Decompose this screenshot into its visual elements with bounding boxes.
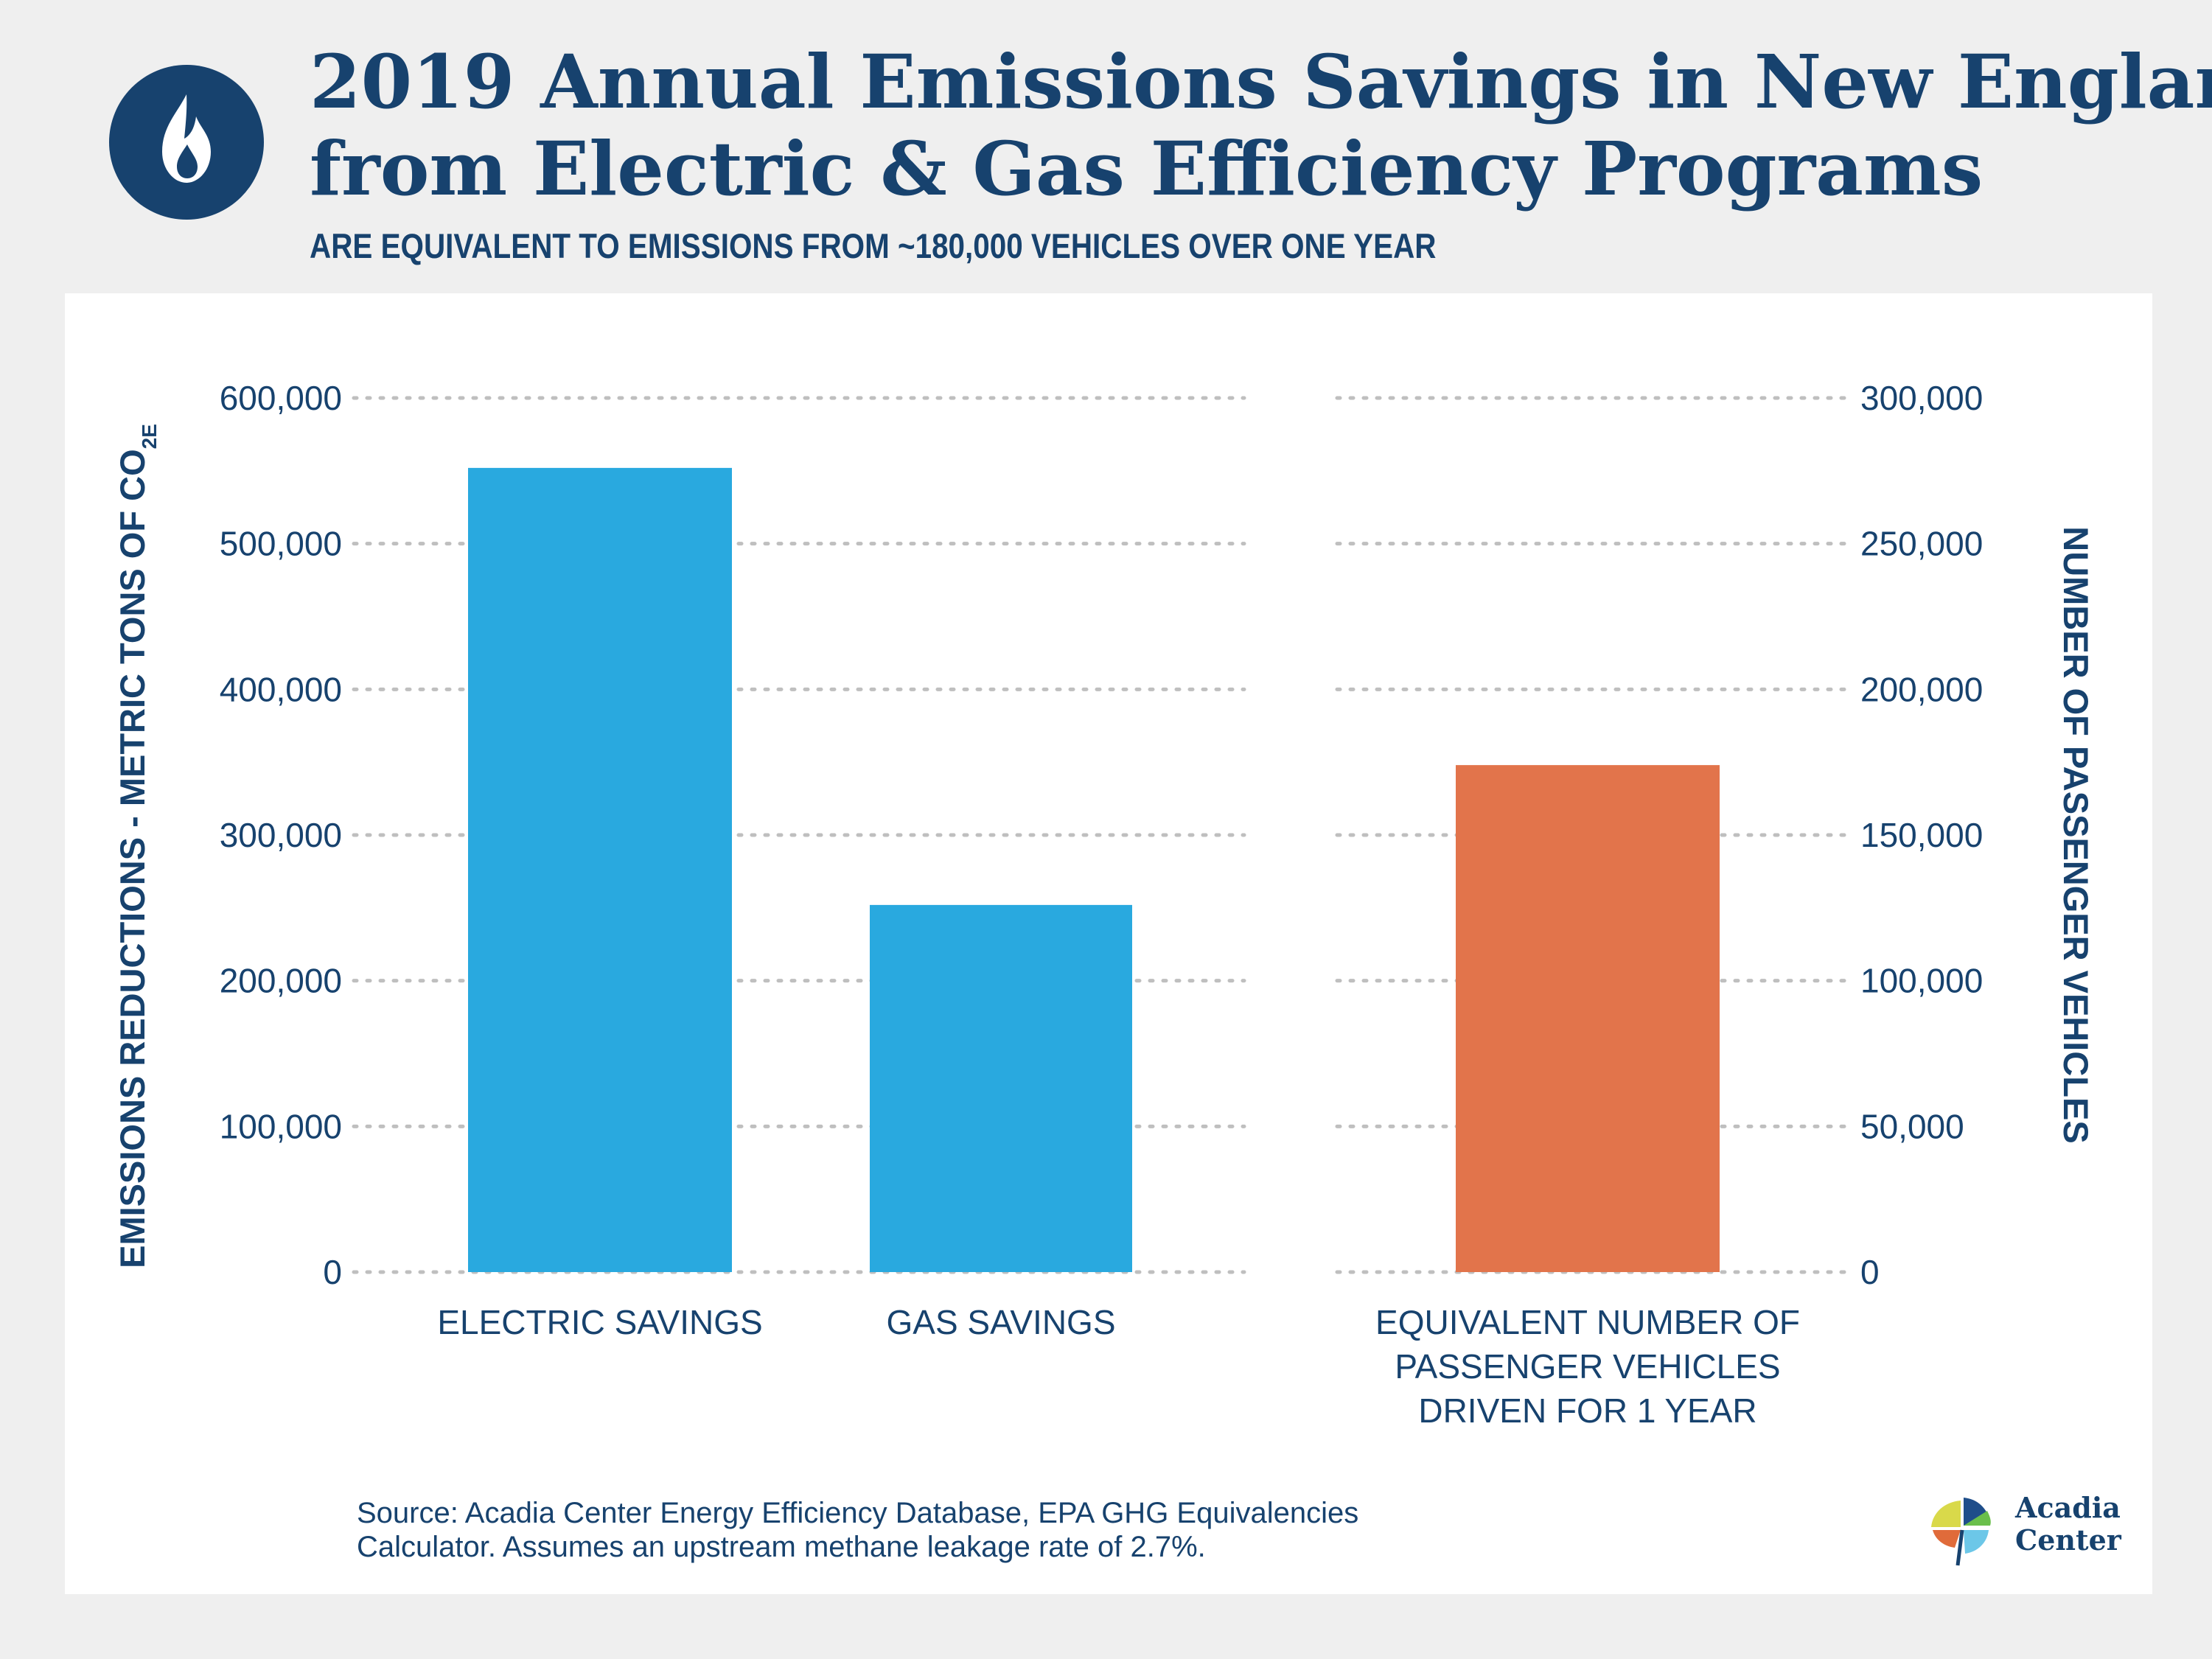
acadia-leaf-icon [1931, 1498, 1991, 1566]
title-line-1: 2019 Annual Emissions Savings in New Eng… [310, 38, 2212, 125]
acadia-center-name: Acadia Center [2015, 1492, 2121, 1557]
y-tick-label-left: 400,000 [220, 670, 342, 708]
y-tick-label-right: 0 [1860, 1253, 1880, 1291]
x-category-label: PASSENGER VEHICLES [1395, 1347, 1780, 1386]
logo-line-1: Acadia [2015, 1491, 2121, 1524]
bar [468, 467, 732, 1272]
y-tick-label-left: 0 [323, 1253, 342, 1291]
logo-line-2: Center [2015, 1523, 2121, 1557]
source-note: Source: Acadia Center Energy Efficiency … [357, 1496, 1462, 1564]
x-category-label: GAS SAVINGS [886, 1303, 1115, 1341]
y-tick-label-right: 250,000 [1860, 525, 1983, 563]
y-tick-label-right: 100,000 [1860, 962, 1983, 1000]
y-tick-label-right: 200,000 [1860, 670, 1983, 708]
x-category-label: EQUIVALENT NUMBER OF [1375, 1303, 1800, 1341]
bar [870, 904, 1132, 1272]
source-line-2: Calculator. Assumes an upstream methane … [357, 1531, 1206, 1563]
x-category-label: ELECTRIC SAVINGS [437, 1303, 762, 1341]
bar [1456, 765, 1720, 1272]
page-subtitle: ARE EQUIVALENT TO EMISSIONS FROM ~180,00… [310, 226, 1437, 265]
y-tick-label-left: 600,000 [220, 379, 342, 417]
page-title: 2019 Annual Emissions Savings in New Eng… [310, 38, 2212, 212]
acadia-center-logo: Acadia Center [1925, 1489, 2132, 1570]
y-axis-title-left: EMISSIONS REDUCTIONS - METRIC TONS OF CO… [113, 424, 161, 1268]
source-line-1: Source: Acadia Center Energy Efficiency … [357, 1497, 1359, 1529]
y-tick-label-left: 500,000 [220, 525, 342, 563]
chart-panel: 0 0 100,000 50,000 200,000 100,000 300,000 150,… [65, 293, 2152, 1594]
y-tick-label-right: 150,000 [1860, 816, 1983, 854]
emissions-chart: 0 0 100,000 50,000 200,000 100,000 300,000 150,… [113, 379, 2096, 1430]
title-line-2: from Electric & Gas Efficiency Programs [310, 125, 1984, 212]
y-tick-label-right: 50,000 [1860, 1107, 1964, 1145]
flame-badge [109, 65, 264, 220]
x-category-label: DRIVEN FOR 1 YEAR [1418, 1391, 1756, 1430]
flame-icon [162, 94, 211, 183]
y-axis-title-right: NUMBER OF PASSENGER VEHICLES [2056, 526, 2096, 1143]
y-tick-label-right: 300,000 [1860, 379, 1983, 417]
y-tick-label-left: 100,000 [220, 1107, 342, 1145]
y-tick-label-left: 300,000 [220, 816, 342, 854]
y-tick-label-left: 200,000 [220, 962, 342, 1000]
